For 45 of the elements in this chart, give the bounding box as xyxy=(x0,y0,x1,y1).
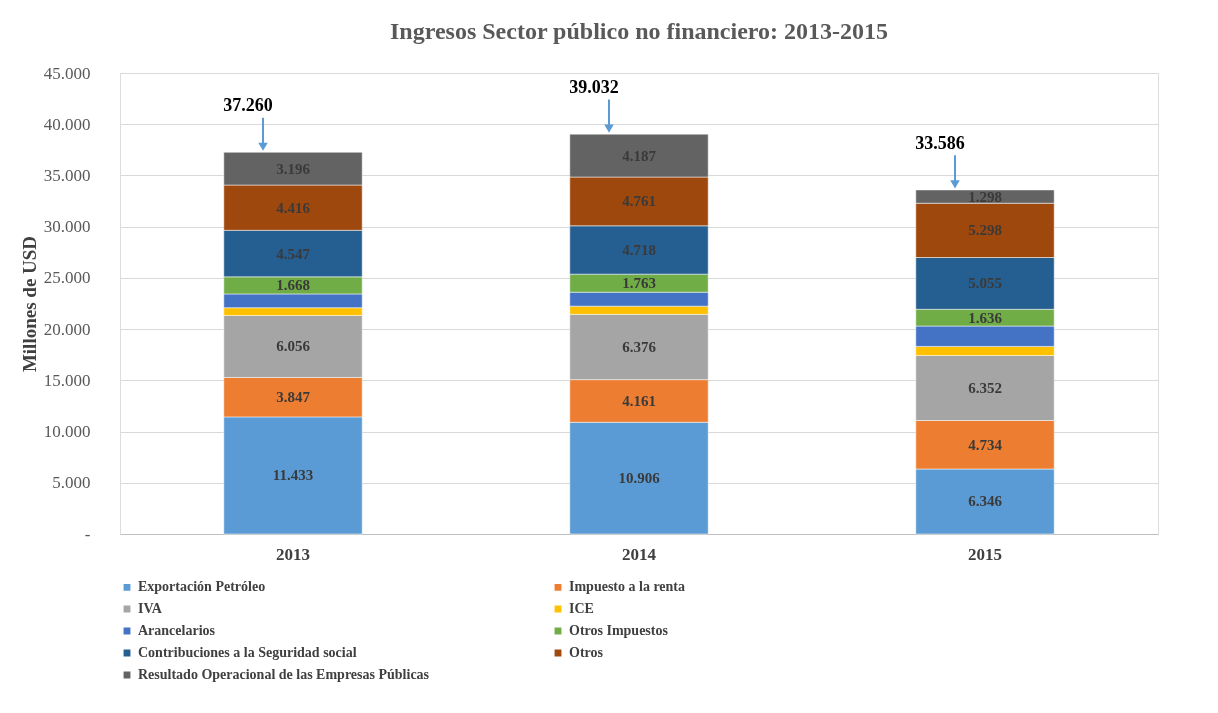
y-axis-title: Millones de USD xyxy=(18,235,40,373)
data-label: 11.433 xyxy=(272,467,314,484)
legend-label: Exportación Petróleo xyxy=(138,579,266,595)
data-label: 4.416 xyxy=(276,199,311,216)
data-label: 4.761 xyxy=(622,193,656,210)
y-tick-label: 20.000 xyxy=(43,319,91,339)
total-label: 33.586 xyxy=(915,132,965,153)
y-tick-label: 30.000 xyxy=(43,217,91,237)
y-tick-label: 5.000 xyxy=(52,473,91,493)
total-label: 37.260 xyxy=(223,95,273,116)
legend-label: Impuesto a la renta xyxy=(569,579,686,595)
legend-label: Resultado Operacional de las Empresas Públicas xyxy=(138,667,430,682)
data-label: 6.056 xyxy=(276,338,311,355)
data-label: 10.906 xyxy=(618,470,661,487)
y-tick-label: 45.000 xyxy=(43,63,91,83)
y-tick-label: 25.000 xyxy=(43,268,91,288)
data-label: 4.718 xyxy=(622,241,656,258)
y-tick-label: 10.000 xyxy=(43,422,91,442)
y-tick-label: 15.000 xyxy=(43,370,91,390)
legend-label: ICE xyxy=(569,601,594,616)
data-label: 3.847 xyxy=(276,389,311,406)
legend-label: Contribuciones a la Seguridad social xyxy=(138,645,357,660)
data-label: 6.352 xyxy=(968,379,1002,396)
data-label: 1.763 xyxy=(622,275,656,292)
data-label: 4.547 xyxy=(276,245,311,262)
data-label: 4.161 xyxy=(622,392,656,409)
data-label: 5.298 xyxy=(968,222,1002,239)
data-label: 6.346 xyxy=(968,493,1003,510)
legend-label: Arancelarios xyxy=(138,623,216,638)
total-label: 39.032 xyxy=(569,77,619,98)
legend-label: Otros Impuestos xyxy=(569,623,669,638)
data-label: 6.376 xyxy=(622,338,657,355)
legend-label: Otros xyxy=(569,645,604,660)
x-tick-label: 2013 xyxy=(276,544,310,564)
x-tick-label: 2014 xyxy=(622,544,657,564)
y-tick-label: 35.000 xyxy=(43,165,91,185)
data-label: 4.734 xyxy=(968,436,1003,453)
data-label: 1.636 xyxy=(968,309,1003,326)
chart-title: Ingresos Sector público no financiero: 2013-2015 xyxy=(389,18,889,44)
y-tick-label: - xyxy=(84,524,91,544)
y-tick-label: 40.000 xyxy=(43,114,91,134)
data-label: 1.668 xyxy=(276,277,310,294)
legend-label: IVA xyxy=(138,601,163,616)
x-tick-label: 2015 xyxy=(968,544,1002,564)
data-label: 5.055 xyxy=(968,275,1002,292)
